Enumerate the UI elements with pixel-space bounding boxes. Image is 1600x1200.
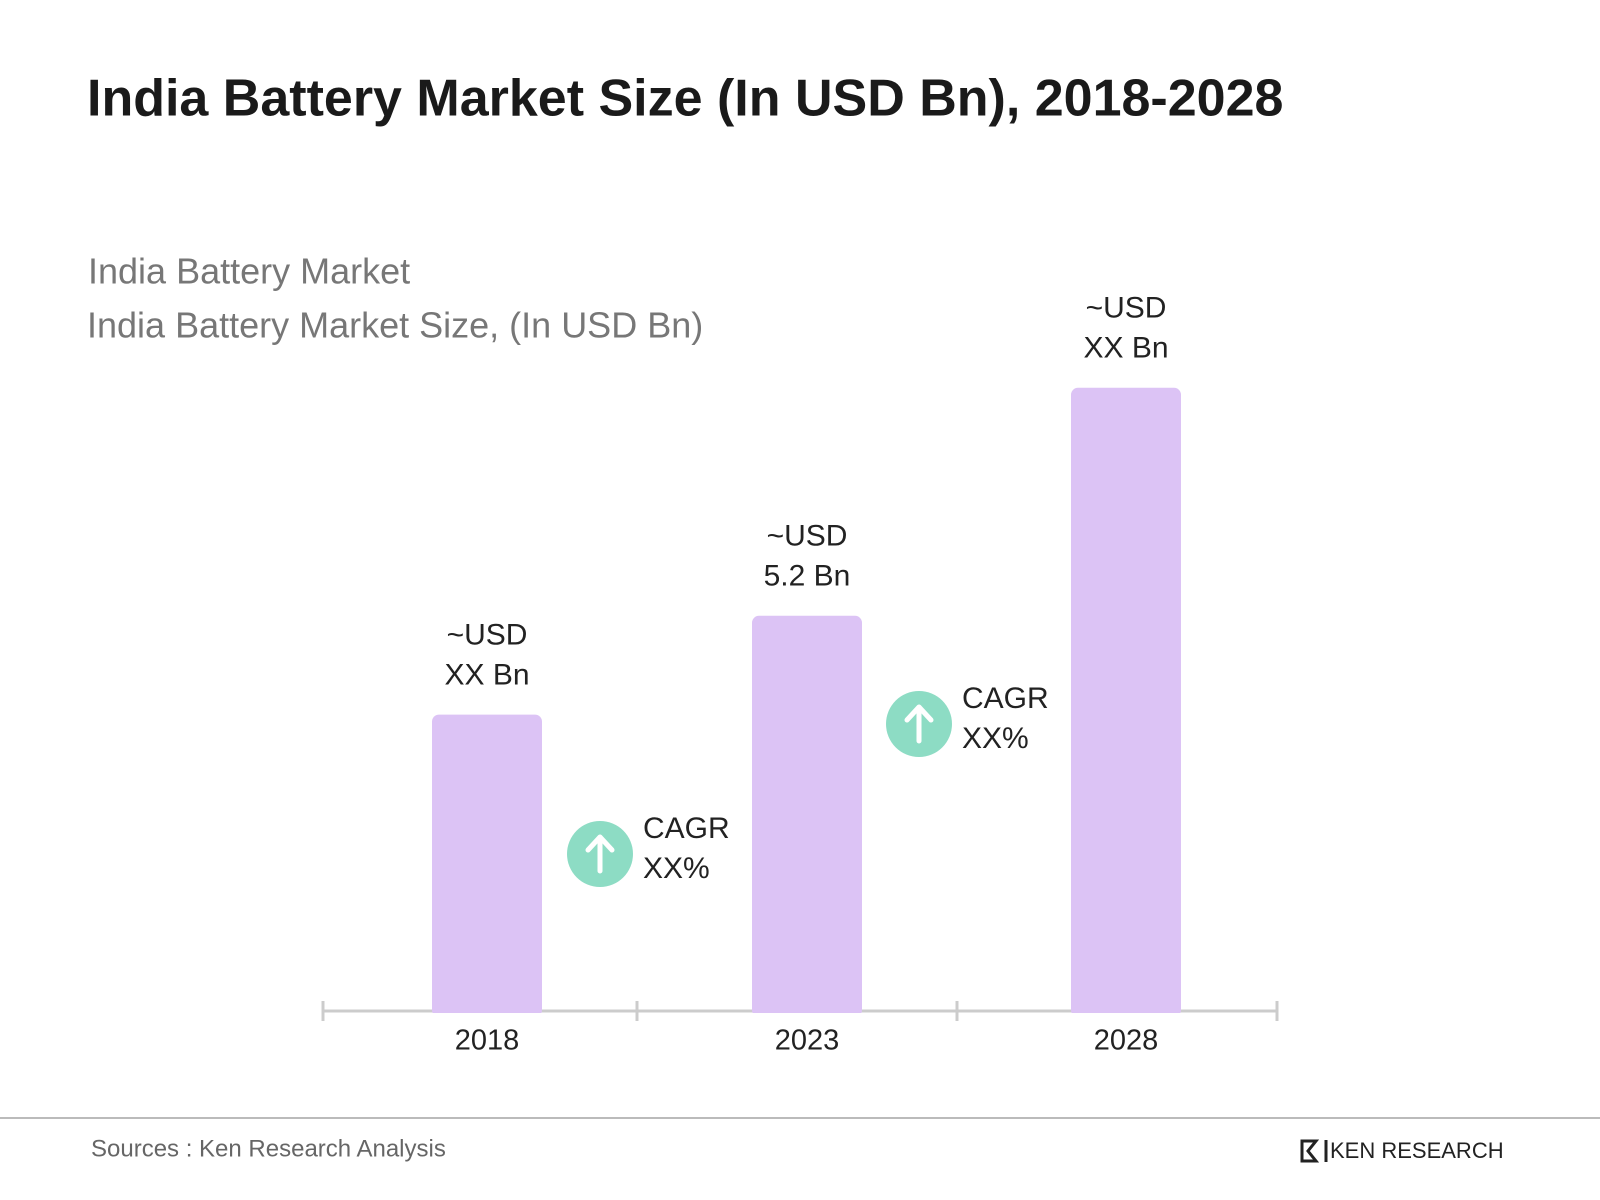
subtitle: India Battery Market Size, (In USD Bn) [87, 305, 703, 346]
x-tick-label: 2018 [455, 1025, 520, 1057]
cagr-arrow [585, 834, 615, 874]
value-label: XX Bn [1083, 332, 1168, 365]
cagr-label: XX% [962, 722, 1029, 755]
bar [752, 615, 862, 1017]
value-label: ~USD [447, 619, 528, 652]
bar [1071, 387, 1181, 1017]
x-tick-label: 2023 [775, 1025, 840, 1057]
value-label: ~USD [767, 520, 848, 553]
chart-title: India Battery Market Size (In USD Bn), 2… [87, 70, 1283, 128]
bar-base-mask [1069, 1013, 1183, 1021]
cagr-arrow [904, 704, 934, 744]
value-label: XX Bn [444, 659, 529, 692]
subtitle: India Battery Market [88, 251, 410, 292]
source: Sources : Ken Research Analysis [91, 1135, 446, 1162]
x-tick-label: 2028 [1094, 1025, 1159, 1057]
value-label: ~USD [1086, 292, 1167, 325]
logo: KEN RESEARCH [1330, 1138, 1504, 1163]
logo-icon [1300, 1139, 1328, 1163]
bar-base-mask [430, 1013, 544, 1021]
bar-base-mask [750, 1013, 864, 1021]
cagr-label: CAGR [962, 682, 1049, 715]
cagr-label: XX% [643, 852, 710, 885]
value-label: 5.2 Bn [764, 560, 851, 593]
cagr-label: CAGR [643, 812, 730, 845]
bar [432, 714, 542, 1017]
